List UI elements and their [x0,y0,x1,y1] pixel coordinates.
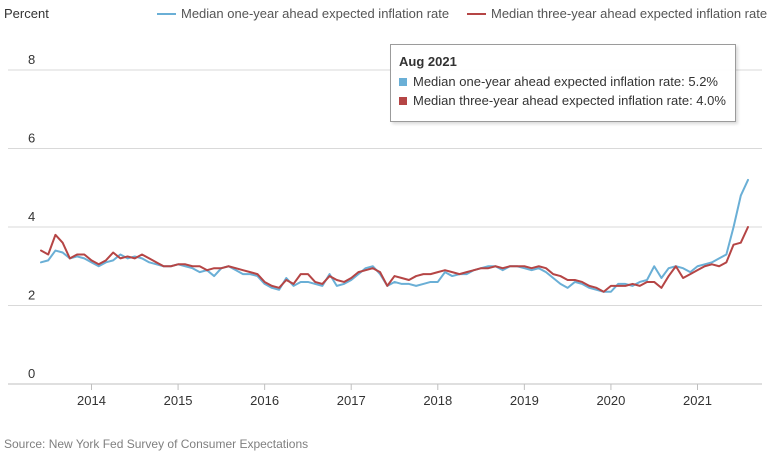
legend[interactable]: Median one-year ahead expected inflation… [157,6,767,21]
legend-item-three-year[interactable]: Median three-year ahead expected inflati… [467,6,767,21]
tooltip-row-three-year: Median three-year ahead expected inflati… [399,93,726,108]
series-line-one-year[interactable] [40,178,749,293]
hover-tooltip: Aug 2021 Median one-year ahead expected … [390,44,736,122]
y-tick-label: 8 [28,52,35,67]
x-tick-label: 2018 [423,393,452,408]
tooltip-text-one-year: Median one-year ahead expected inflation… [413,74,718,89]
legend-item-one-year[interactable]: Median one-year ahead expected inflation… [157,6,449,21]
y-tick-label: 6 [28,131,35,146]
y-tick-label: 0 [28,366,35,381]
legend-label-one-year: Median one-year ahead expected inflation… [181,6,449,21]
y-tick-label: 4 [28,209,35,224]
tooltip-swatch-three-year [399,96,407,105]
x-tick-label: 2021 [683,393,712,408]
tooltip-swatch-one-year [399,77,407,86]
x-tick-label: 2019 [510,393,539,408]
x-tick-label: 2017 [337,393,366,408]
x-tick-label: 2015 [164,393,193,408]
series-line-three-year[interactable] [40,226,749,293]
x-axis-ticks: 2014 2015 2016 2017 2018 2019 2020 2021 [77,384,712,408]
y-axis-unit-label: Percent [4,6,49,21]
y-tick-label: 2 [28,288,35,303]
x-tick-label: 2020 [596,393,625,408]
x-tick-label: 2016 [250,393,279,408]
x-tick-label: 2014 [77,393,106,408]
source-note: Source: New York Fed Survey of Consumer … [4,437,308,451]
legend-label-three-year: Median three-year ahead expected inflati… [491,6,767,21]
series-lines[interactable] [40,178,749,293]
tooltip-title: Aug 2021 [399,54,457,69]
tooltip-row-one-year: Median one-year ahead expected inflation… [399,74,725,89]
tooltip-text-three-year: Median three-year ahead expected inflati… [413,93,726,108]
